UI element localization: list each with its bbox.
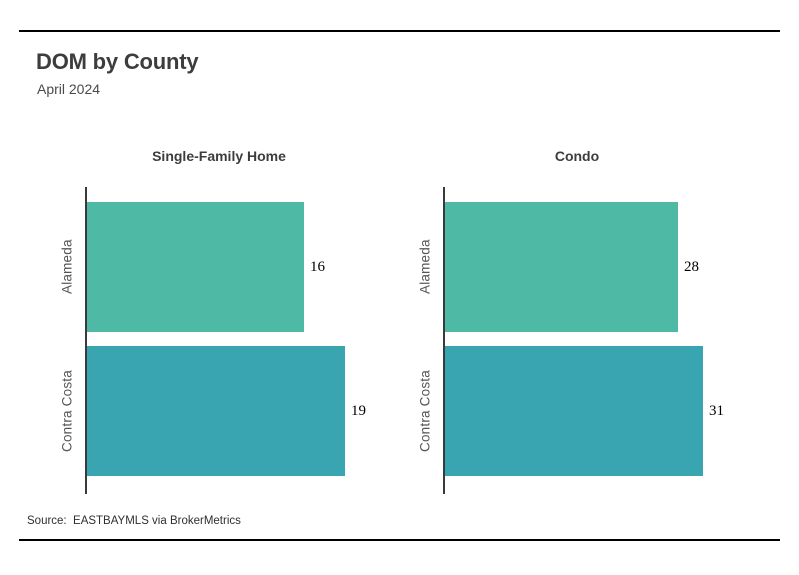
chart-panel-single-family-home: Single-Family Home Alameda Contra Costa … [48, 140, 398, 500]
chart-panel-condo: Condo Alameda Contra Costa 28 31 [406, 140, 756, 500]
bar-value-label: 31 [709, 402, 724, 419]
y-axis-label-contra-costa: Contra Costa [417, 370, 433, 452]
bar-alameda [445, 202, 678, 332]
bar-value-label: 28 [684, 258, 699, 275]
bottom-rule-line [19, 539, 780, 541]
bar-row-contra-costa: 19 [87, 346, 366, 476]
y-axis-label-contra-costa: Contra Costa [59, 370, 75, 452]
bar-row-contra-costa: 31 [445, 346, 724, 476]
bar-row-alameda: 16 [87, 202, 325, 332]
panel-title-condo: Condo [554, 148, 600, 164]
bar-contra-costa [87, 346, 345, 476]
bar-row-alameda: 28 [445, 202, 699, 332]
bar-alameda [87, 202, 304, 332]
plot-area: 28 31 [443, 187, 750, 494]
bar-value-label: 19 [351, 402, 366, 419]
bar-value-label: 16 [310, 258, 325, 275]
bar-contra-costa [445, 346, 703, 476]
source-attribution: Source: EASTBAYMLS via BrokerMetrics [27, 515, 241, 527]
top-rule-line [19, 30, 780, 32]
panel-title-single-family-home: Single-Family Home [152, 148, 286, 164]
page-title: DOM by County [36, 49, 199, 74]
y-axis-label-alameda: Alameda [59, 239, 75, 295]
plot-area: 16 19 [85, 187, 392, 494]
page-subtitle: April 2024 [37, 81, 101, 97]
y-axis-label-alameda: Alameda [417, 239, 433, 295]
